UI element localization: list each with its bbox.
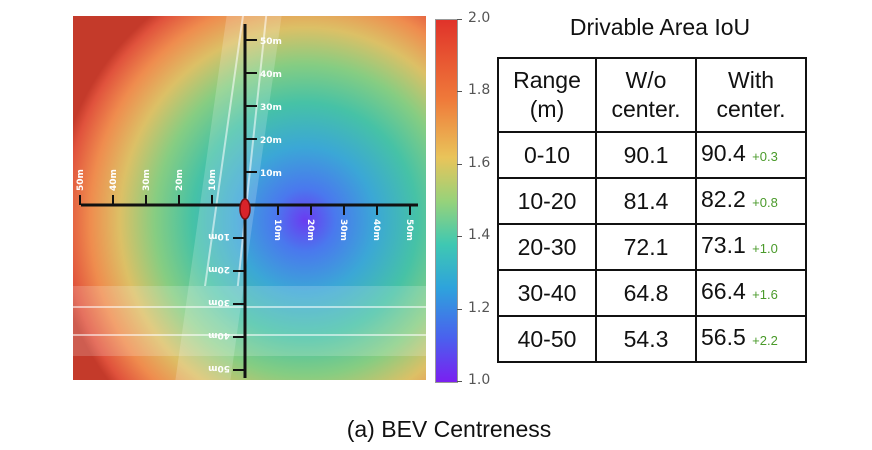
- y-tick-label: 50m: [260, 37, 282, 47]
- colorbar-label: 1.6: [468, 154, 491, 171]
- with-center-value: 90.4: [701, 140, 746, 166]
- improvement-delta: +0.3: [752, 149, 778, 164]
- cell-without-center: 54.3: [595, 315, 697, 363]
- with-center-value: 82.2: [701, 186, 746, 212]
- colorbar: [435, 19, 458, 383]
- cell-without-center: 64.8: [595, 269, 697, 317]
- table-row: 0-10 90.1 90.4 +0.3: [497, 131, 807, 179]
- y-tick-label: 30m: [208, 297, 230, 307]
- y-tick-label: 40m: [208, 330, 230, 340]
- improvement-delta: +1.0: [752, 241, 778, 256]
- colorbar-tick: [457, 308, 462, 310]
- cell-range: 20-30: [497, 223, 597, 271]
- cell-without-center: 81.4: [595, 177, 697, 225]
- x-left-ticks: 50m 40m 30m 20m 10m: [76, 169, 218, 205]
- y-tick-label: 30m: [260, 103, 282, 113]
- x-tick-label: 20m: [305, 219, 315, 241]
- cell-range: 0-10: [497, 131, 597, 179]
- figure-caption: (a) BEV Centreness: [346, 416, 552, 442]
- x-tick-label: 50m: [404, 219, 414, 241]
- with-center-value: 66.4: [701, 278, 746, 304]
- table-title: Drivable Area IoU: [569, 14, 751, 40]
- drivable-area-iou-table: Range (m) W/o center. With center. 0-10 9…: [497, 57, 807, 363]
- cell-range: 10-20: [497, 177, 597, 225]
- header-without-center: W/o center.: [595, 57, 697, 133]
- with-center-value: 73.1: [701, 232, 746, 258]
- with-center-value: 56.5: [701, 324, 746, 350]
- colorbar-label: 2.0: [468, 10, 491, 26]
- colorbar-tick: [457, 19, 462, 20]
- x-right-ticks: 10m 20m 30m 40m 50m: [272, 205, 414, 241]
- y-tick-label: 50m: [208, 363, 230, 373]
- y-up-ticks: 50m 40m 30m 20m 10m: [245, 37, 282, 179]
- improvement-delta: +0.8: [752, 195, 778, 210]
- cell-range: 40-50: [497, 315, 597, 363]
- colorbar-label: 1.4: [468, 227, 491, 244]
- cell-without-center: 90.1: [595, 131, 697, 179]
- y-tick-label: 20m: [260, 136, 282, 146]
- lane-line-4: [73, 334, 426, 336]
- table-row: 10-20 81.4 82.2 +0.8: [497, 177, 807, 225]
- colorbar-tick: [457, 163, 462, 165]
- cell-with-center: 66.4 +1.6: [695, 269, 807, 317]
- cell-without-center: 72.1: [595, 223, 697, 271]
- y-tick-label: 10m: [260, 169, 282, 179]
- cell-with-center: 56.5 +2.2: [695, 315, 807, 363]
- table-header-row: Range (m) W/o center. With center.: [497, 57, 807, 133]
- road-horizontal: [73, 286, 426, 356]
- header-with-center: With center.: [695, 57, 807, 133]
- colorbar-tick: [457, 236, 462, 238]
- colorbar-label: 1.0: [468, 372, 491, 388]
- y-down-ticks: 10m 20m 30m 40m 50m: [208, 231, 245, 373]
- ego-vehicle-marker: [239, 198, 251, 220]
- y-tick-label: 10m: [208, 231, 230, 241]
- x-tick-label: 50m: [76, 169, 86, 191]
- lane-line-3: [73, 306, 426, 308]
- x-tick-label: 40m: [109, 169, 119, 191]
- y-tick-label: 40m: [260, 70, 282, 80]
- table-row: 40-50 54.3 56.5 +2.2: [497, 315, 807, 363]
- improvement-delta: +1.6: [752, 287, 778, 302]
- cell-with-center: 90.4 +0.3: [695, 131, 807, 179]
- cell-with-center: 73.1 +1.0: [695, 223, 807, 271]
- y-tick-label: 20m: [208, 264, 230, 274]
- x-tick-label: 30m: [338, 219, 348, 241]
- bev-centreness-heatmap: 50m 40m 30m 20m 10m 10m 20m 30m 40m 50m 50m 40m 30…: [73, 16, 426, 380]
- colorbar-label: 1.8: [468, 82, 491, 99]
- bev-axes: 50m 40m 30m 20m 10m 10m 20m 30m 40m 50m 50m 40m 30…: [76, 24, 418, 378]
- cell-with-center: 82.2 +0.8: [695, 177, 807, 225]
- x-tick-label: 40m: [371, 219, 381, 241]
- table-row: 20-30 72.1 73.1 +1.0: [497, 223, 807, 271]
- colorbar-label: 1.2: [468, 299, 491, 316]
- colorbar-tick: [457, 91, 462, 93]
- cell-range: 30-40: [497, 269, 597, 317]
- x-tick-label: 30m: [142, 169, 152, 191]
- improvement-delta: +2.2: [752, 333, 778, 348]
- table-row: 30-40 64.8 66.4 +1.6: [497, 269, 807, 317]
- x-tick-label: 10m: [208, 169, 218, 191]
- header-range: Range (m): [497, 57, 597, 133]
- x-tick-label: 20m: [175, 169, 185, 191]
- x-tick-label: 10m: [272, 219, 282, 241]
- colorbar-tick: [457, 381, 462, 382]
